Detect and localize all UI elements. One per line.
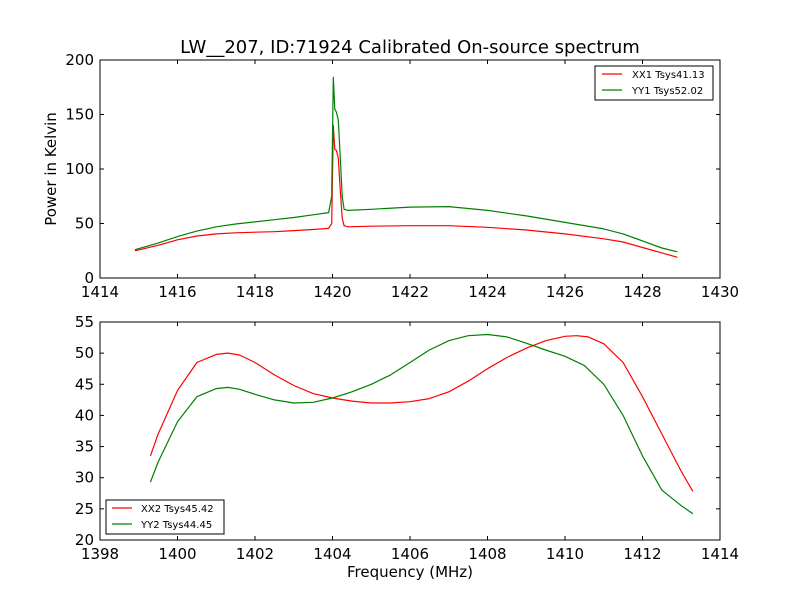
lower-x-tick-label: 1410 bbox=[546, 545, 584, 563]
upper-y-tick-label: 0 bbox=[84, 269, 94, 287]
upper-x-tick-label: 1416 bbox=[158, 283, 196, 301]
upper-series bbox=[134, 76, 678, 258]
upper-x-tick-label: 1422 bbox=[391, 283, 429, 301]
lower-series-line-yy bbox=[149, 333, 694, 515]
upper-y-tick-label: 100 bbox=[65, 160, 94, 178]
upper-y-tick-label: 200 bbox=[65, 51, 94, 69]
lower-y-tick-label: 35 bbox=[75, 438, 94, 456]
upper-series-line-yy bbox=[134, 76, 678, 253]
lower-legend: XX2 Tsys45.42 YY2 Tsys44.45 bbox=[105, 499, 225, 535]
lower-x-tick-label: 1414 bbox=[701, 545, 739, 563]
lower-x-tick-label: 1400 bbox=[158, 545, 196, 563]
upper-x-tick-label: 1414 bbox=[81, 283, 119, 301]
lower-x-tick-label: 1404 bbox=[313, 545, 351, 563]
lower-tick-marks bbox=[99, 321, 721, 541]
upper-legend: XX1 Tsys41.13 YY1 Tsys52.02 bbox=[594, 65, 714, 101]
upper-plot: 1414 1416 1418 1420 1422 1424 1426 1428 1430 0 50 1… bbox=[42, 51, 739, 301]
lower-legend-label-yy2: YY2 Tsys44.45 bbox=[140, 520, 212, 531]
upper-legend-label-xx1: XX1 Tsys41.13 bbox=[632, 70, 705, 81]
lower-series-line-xx bbox=[149, 335, 694, 492]
lower-plot: 1398 1400 1402 1404 1406 1408 1410 1412 1414 20 25… bbox=[75, 313, 739, 581]
lower-legend-box bbox=[105, 499, 225, 535]
lower-x-tick-label: 1406 bbox=[391, 545, 429, 563]
upper-y-axis-label: Power in Kelvin bbox=[42, 112, 60, 226]
lower-x-axis-label: Frequency (MHz) bbox=[347, 563, 473, 581]
upper-x-tick-label: 1418 bbox=[236, 283, 274, 301]
lower-y-tick-label: 50 bbox=[75, 344, 94, 362]
upper-tick-marks bbox=[99, 59, 721, 279]
lower-legend-label-xx2: XX2 Tsys45.42 bbox=[141, 504, 214, 515]
upper-x-tick-label: 1428 bbox=[623, 283, 661, 301]
lower-y-tick-label: 20 bbox=[75, 531, 94, 549]
upper-legend-box bbox=[594, 65, 714, 101]
upper-x-tick-label: 1420 bbox=[313, 283, 351, 301]
upper-tick-labels: 1414 1416 1418 1420 1422 1424 1426 1428 1430 0 50 1… bbox=[65, 51, 739, 301]
lower-x-tick-label: 1408 bbox=[468, 545, 506, 563]
upper-series-line-xx bbox=[134, 124, 678, 258]
lower-y-tick-label: 30 bbox=[75, 469, 94, 487]
figure-title: LW__207, ID:71924 Calibrated On-source s… bbox=[180, 37, 640, 58]
upper-y-tick-label: 50 bbox=[75, 215, 94, 233]
lower-y-tick-label: 25 bbox=[75, 500, 94, 518]
upper-y-tick-label: 150 bbox=[65, 106, 94, 124]
lower-tick-labels: 1398 1400 1402 1404 1406 1408 1410 1412 1414 20 25… bbox=[75, 313, 739, 563]
lower-x-tick-label: 1398 bbox=[81, 545, 119, 563]
lower-series bbox=[149, 333, 694, 515]
lower-y-tick-label: 40 bbox=[75, 406, 94, 424]
upper-x-tick-label: 1424 bbox=[468, 283, 506, 301]
upper-x-tick-label: 1426 bbox=[546, 283, 584, 301]
lower-x-tick-label: 1412 bbox=[623, 545, 661, 563]
upper-x-tick-label: 1430 bbox=[701, 283, 739, 301]
lower-x-tick-label: 1402 bbox=[236, 545, 274, 563]
upper-legend-label-yy1: YY1 Tsys52.02 bbox=[631, 86, 703, 97]
lower-y-tick-label: 55 bbox=[75, 313, 94, 331]
lower-y-tick-label: 45 bbox=[75, 375, 94, 393]
